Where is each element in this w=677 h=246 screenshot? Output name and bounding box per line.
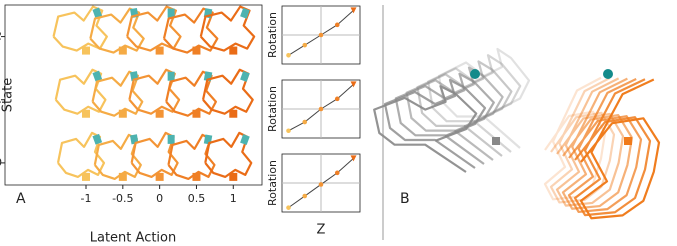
body-marker <box>192 46 201 55</box>
point <box>318 182 324 187</box>
eye <box>470 69 480 79</box>
stick-figure <box>52 5 108 52</box>
y-axis-label: Rotation <box>266 12 279 58</box>
camera <box>167 134 175 144</box>
panel-label: B <box>400 191 410 207</box>
camera <box>92 7 103 19</box>
stick-figure <box>126 5 182 52</box>
body-marker <box>229 172 238 181</box>
pose-gray <box>383 78 487 169</box>
x-tick-label: -1 <box>81 192 92 205</box>
camera <box>167 71 175 81</box>
point <box>334 96 340 102</box>
body-marker <box>155 46 164 55</box>
stick-figure <box>89 7 145 54</box>
x-tick-label: 0.5 <box>188 192 206 205</box>
point <box>318 106 324 112</box>
point <box>334 170 340 176</box>
body-marker <box>192 172 201 181</box>
y-axis-label: Rotation <box>266 86 279 132</box>
camera <box>92 133 103 145</box>
pose-orange <box>549 77 616 204</box>
body-marker <box>118 46 127 55</box>
body-marker <box>192 109 201 118</box>
camera <box>92 70 103 82</box>
x-axis-label: Z <box>317 223 326 238</box>
point <box>302 193 308 199</box>
body-marker <box>492 137 500 145</box>
camera <box>240 71 250 82</box>
body-marker <box>624 137 632 145</box>
pose-orange <box>573 78 652 217</box>
stick-figure <box>56 131 106 178</box>
x-axis-label: Latent Action <box>90 231 177 246</box>
point <box>302 119 308 125</box>
body-marker <box>118 172 127 181</box>
x-tick-label: 1 <box>230 192 237 205</box>
point <box>350 81 357 88</box>
point <box>286 205 291 210</box>
body-marker <box>82 172 91 181</box>
stick-figure <box>167 133 216 180</box>
body-marker <box>229 109 238 118</box>
body-marker <box>229 46 238 55</box>
pose-gray <box>373 85 478 173</box>
point <box>286 128 291 134</box>
body-marker <box>155 109 164 118</box>
body-marker <box>82 46 91 55</box>
stick-figure <box>130 131 179 178</box>
pose-orange <box>579 78 661 220</box>
y-axis-label: Rotation <box>266 160 279 206</box>
stick-figure <box>162 7 219 54</box>
pose-orange <box>561 77 634 210</box>
x-tick-label: 0 <box>156 192 163 205</box>
body-marker <box>82 109 91 118</box>
body-marker <box>155 172 164 181</box>
pose-orange <box>567 77 643 214</box>
stick-figure <box>199 5 256 52</box>
stick-figure <box>204 131 253 178</box>
point <box>334 22 340 28</box>
point <box>286 53 291 58</box>
point <box>318 32 324 38</box>
x-tick-label: -0.5 <box>112 192 133 205</box>
y-tick-label: 2 <box>0 30 2 43</box>
panel-label: A <box>16 191 26 207</box>
pose-orange <box>555 77 625 207</box>
point <box>350 7 357 14</box>
point <box>302 42 308 48</box>
y-tick-label: 1 <box>0 93 2 106</box>
camera <box>167 8 175 18</box>
eye <box>603 69 613 79</box>
stick-figure <box>93 133 142 180</box>
y-tick-label: 0 <box>0 156 2 169</box>
stick-figure <box>91 70 144 117</box>
y-axis-label: State <box>1 78 16 112</box>
stick-figure <box>165 70 218 117</box>
body-marker <box>118 109 127 118</box>
camera <box>240 7 250 19</box>
camera <box>240 134 250 146</box>
point <box>350 155 357 162</box>
panel-a-frame <box>4 4 263 186</box>
stick-figure <box>201 68 254 115</box>
